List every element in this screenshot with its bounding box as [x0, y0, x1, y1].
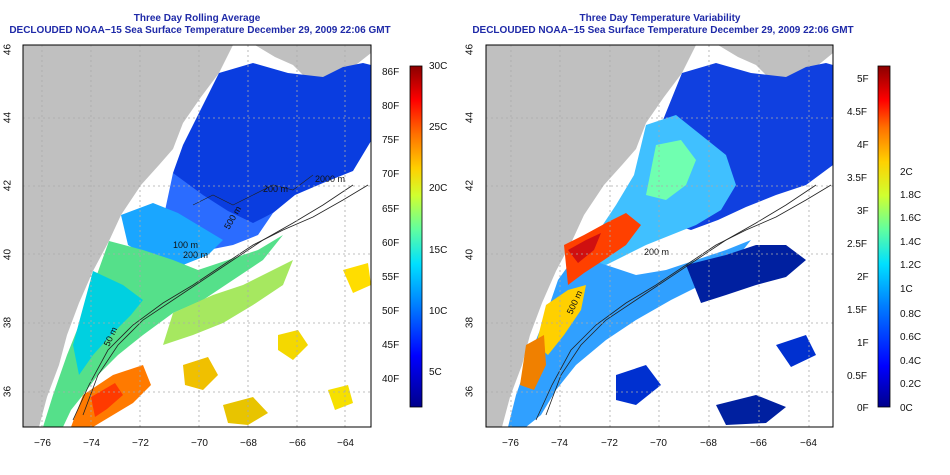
- left-title-1: Three Day Rolling Average: [133, 13, 261, 24]
- left-contour-200m-b: 200 m: [263, 184, 288, 194]
- left-contour-100m: 100 m: [173, 240, 198, 250]
- right-x-label-68: −68: [700, 438, 717, 449]
- right-title-1: Three Day Temperature Variability: [579, 13, 741, 24]
- right-cb-f-6: 2F: [857, 272, 869, 283]
- right-cb-f-8: 1F: [857, 338, 869, 349]
- right-cb-c-10: 0C: [900, 403, 913, 414]
- left-y-label-42: 42: [2, 179, 14, 192]
- right-variability-map: 200 m 500 m: [485, 44, 834, 428]
- left-cb-c-4: 10C: [429, 306, 448, 317]
- right-cb-f-4: 3F: [857, 206, 869, 217]
- left-cb-f-6: 55F: [382, 272, 400, 283]
- right-grid: [486, 45, 833, 427]
- left-cb-f-8: 45F: [382, 340, 400, 351]
- right-cb-f-10: 0F: [857, 403, 869, 414]
- right-cb-f-1: 4.5F: [847, 107, 868, 118]
- right-x-label-76: −76: [502, 438, 519, 449]
- left-title-2: DECLOUDED NOAA−15 Sea Surface Temperatur…: [9, 25, 391, 36]
- right-cb-f-7: 1.5F: [847, 305, 868, 316]
- right-x-label-72: −72: [601, 438, 618, 449]
- right-cb-c-8: 0.4C: [900, 356, 922, 367]
- right-y-label-42: 42: [464, 179, 476, 192]
- left-x-label-66: −66: [289, 438, 306, 449]
- left-cb-c-1: 25C: [429, 122, 448, 133]
- right-y-label-38: 38: [464, 316, 476, 329]
- left-cb-c-3: 15C: [429, 245, 448, 256]
- left-x-label-68: −68: [240, 438, 257, 449]
- left-cb-f-4: 65F: [382, 204, 400, 215]
- left-colorbar: [409, 65, 423, 408]
- right-x-label-70: −70: [650, 438, 667, 449]
- right-cb-c-7: 0.6C: [900, 332, 922, 343]
- left-x-label-70: −70: [191, 438, 208, 449]
- right-cb-c-4: 1.2C: [900, 260, 922, 271]
- left-y-label-46: 46: [2, 43, 14, 56]
- left-sst-map: 2000 m 200 m 500 m 200 m 50 m 100 m: [22, 44, 372, 428]
- right-cb-c-6: 0.8C: [900, 309, 922, 320]
- left-grid: [23, 45, 371, 427]
- right-cb-f-2: 4F: [857, 140, 869, 151]
- right-contour-200m: 200 m: [644, 247, 669, 257]
- right-x-label-64: −64: [800, 438, 817, 449]
- right-y-label-40: 40: [464, 248, 476, 261]
- right-cb-f-5: 2.5F: [847, 239, 868, 250]
- left-cb-c-5: 5C: [429, 367, 442, 378]
- left-x-label-72: −72: [132, 438, 149, 449]
- right-variability-high: [564, 213, 641, 285]
- left-cb-f-3: 70F: [382, 169, 400, 180]
- left-y-label-44: 44: [2, 111, 14, 124]
- right-cb-c-2: 1.6C: [900, 213, 922, 224]
- left-contour-2000m: 2000 m: [315, 174, 345, 184]
- right-x-label-66: −66: [750, 438, 767, 449]
- left-x-label-64: −64: [337, 438, 354, 449]
- right-cb-c-0: 2C: [900, 167, 913, 178]
- right-y-label-44: 44: [464, 111, 476, 124]
- right-cb-c-1: 1.8C: [900, 190, 922, 201]
- right-x-label-74: −74: [551, 438, 568, 449]
- left-cb-f-5: 60F: [382, 238, 400, 249]
- right-cb-c-9: 0.2C: [900, 379, 922, 390]
- left-cb-f-9: 40F: [382, 374, 400, 385]
- left-contour-200m-a: 200 m: [183, 250, 208, 260]
- right-land: [486, 45, 696, 427]
- left-y-label-38: 38: [2, 316, 14, 329]
- left-x-label-76: −76: [34, 438, 51, 449]
- right-cb-f-9: 0.5F: [847, 371, 868, 382]
- left-sst-cold: [173, 63, 371, 231]
- left-cb-f-0: 86F: [382, 67, 400, 78]
- right-y-label-46: 46: [464, 43, 476, 56]
- right-colorbar: [877, 65, 891, 408]
- left-cb-f-1: 80F: [382, 101, 400, 112]
- left-x-label-74: −74: [83, 438, 100, 449]
- left-cb-c-2: 20C: [429, 183, 448, 194]
- left-y-label-36: 36: [2, 385, 14, 398]
- right-cb-f-3: 3.5F: [847, 173, 868, 184]
- left-cb-c-0: 30C: [429, 61, 448, 72]
- right-y-label-36: 36: [464, 385, 476, 398]
- right-cb-c-5: 1C: [900, 284, 913, 295]
- left-y-label-40: 40: [2, 248, 14, 261]
- left-cb-f-2: 75F: [382, 135, 400, 146]
- left-land: [23, 45, 233, 427]
- right-title-2: DECLOUDED NOAA−15 Sea Surface Temperatur…: [472, 25, 854, 36]
- right-cb-f-0: 5F: [857, 74, 869, 85]
- left-cb-f-7: 50F: [382, 306, 400, 317]
- right-cb-c-3: 1.4C: [900, 237, 922, 248]
